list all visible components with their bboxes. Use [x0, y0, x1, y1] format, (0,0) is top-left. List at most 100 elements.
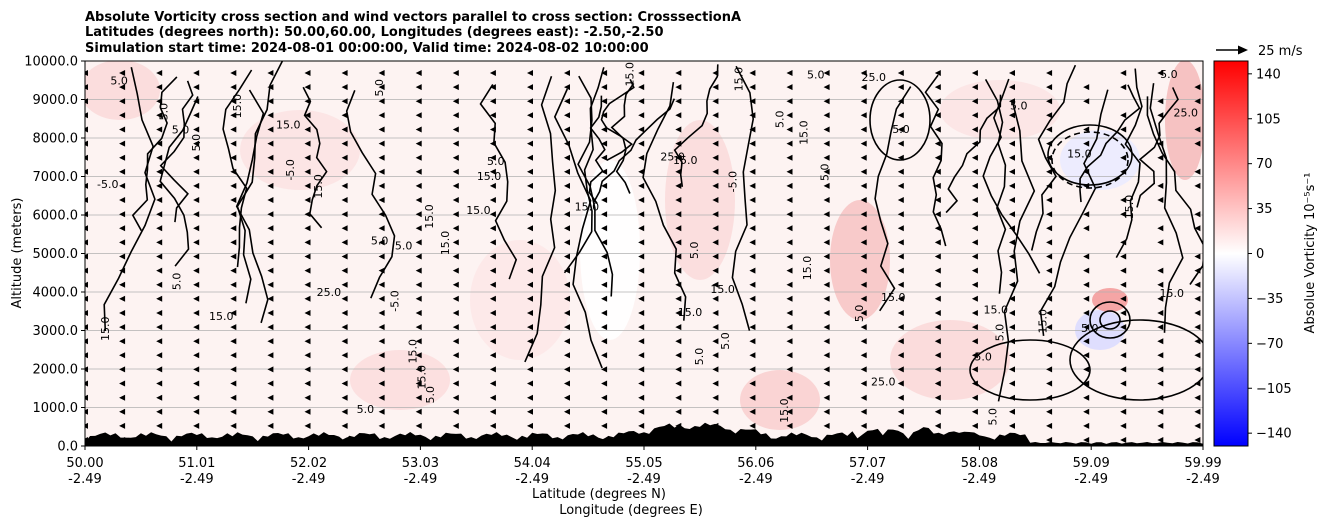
wind-vector-arrow-icon — [1157, 70, 1164, 76]
wind-vector-arrow-icon — [378, 225, 385, 232]
wind-vector-arrow-icon — [341, 408, 348, 415]
wind-vector-arrow-icon — [85, 352, 88, 359]
wind-vector-arrow-icon — [1009, 394, 1015, 401]
x-axis: 50.00-2.4951.01-2.4952.02-2.4953.03-2.49… — [66, 446, 1222, 487]
wind-vector-arrow-icon — [601, 380, 608, 387]
wind-vector-arrow-icon — [415, 267, 422, 274]
wind-vector-arrow-icon — [527, 366, 533, 373]
wind-vector-arrow-icon — [341, 211, 348, 218]
wind-vector-arrow-icon — [675, 366, 682, 373]
wind-vector-arrow-icon — [156, 310, 163, 316]
wind-vector-arrow-icon — [786, 408, 793, 415]
wind-vector-arrow-icon — [1009, 112, 1015, 119]
wind-vector-arrow-icon — [1083, 422, 1090, 429]
wind-vector-arrow-icon — [1194, 182, 1201, 189]
wind-vector-arrow-icon — [230, 394, 237, 401]
wind-vector-arrow-icon — [119, 352, 126, 359]
wind-vector-arrow-icon — [749, 211, 756, 218]
wind-vector-arrow-icon — [527, 394, 533, 401]
wind-vector-arrow-icon — [527, 295, 533, 302]
wind-vector-arrow-icon — [897, 140, 904, 147]
wind-vector-arrow-icon — [452, 126, 459, 133]
wind-vector-arrow-icon — [489, 422, 496, 429]
wind-vector-arrow-icon — [675, 154, 682, 161]
x-tick-label-lat: 52.02 — [290, 456, 327, 471]
wind-vector-arrow-icon — [341, 225, 348, 232]
wind-vector-arrow-icon — [860, 281, 867, 288]
wind-vector-arrow-icon — [564, 239, 570, 246]
wind-vector-arrow-icon — [452, 84, 459, 91]
wind-vector-arrow-icon — [489, 239, 496, 246]
wind-vector-arrow-icon — [860, 84, 867, 91]
wind-vector-arrow-icon — [823, 98, 830, 105]
terrain — [85, 422, 1203, 446]
wind-vector-arrow-icon — [971, 267, 978, 274]
wind-vector-arrow-icon — [378, 295, 385, 302]
wind-vector-arrow-icon — [193, 70, 200, 76]
wind-vector-arrow-icon — [156, 394, 163, 401]
wind-vector-arrow-icon — [971, 182, 978, 189]
quiver-key-arrowhead-icon — [1238, 45, 1248, 55]
wind-vector-arrow-icon — [638, 408, 645, 415]
wind-vector-arrow-icon — [934, 154, 941, 161]
wind-vector-arrow-icon — [527, 168, 533, 175]
wind-vector-arrow-icon — [341, 126, 348, 133]
wind-vector-arrow-icon — [378, 380, 385, 387]
wind-vector-arrow-icon — [415, 338, 422, 345]
vorticity-patch — [1092, 288, 1128, 312]
wind-vector-arrow-icon — [786, 281, 793, 288]
wind-vector-arrow-icon — [230, 380, 237, 387]
wind-vector-arrow-icon — [934, 197, 941, 203]
wind-vector-arrow-icon — [193, 239, 200, 246]
wind-vector-arrow-icon — [156, 225, 163, 232]
wind-vector-arrow-icon — [1083, 182, 1090, 189]
wind-vector-arrow-icon — [1194, 267, 1201, 274]
wind-vector-arrow-icon — [489, 338, 496, 345]
wind-vector-arrow-icon — [934, 168, 941, 175]
wind-vector-arrow-icon — [712, 310, 719, 316]
wind-vector-arrow-icon — [156, 70, 163, 76]
wind-vector-arrow-icon — [1083, 225, 1090, 232]
wind-vector-arrow-icon — [415, 295, 422, 302]
wind-vector-arrow-icon — [304, 380, 311, 387]
wind-vector-arrow-icon — [712, 324, 719, 331]
wind-vector-arrow-icon — [1009, 225, 1015, 232]
wind-vector-arrow-icon — [304, 324, 311, 331]
wind-vector-arrow-icon — [489, 126, 496, 133]
wind-vector-arrow-icon — [341, 422, 348, 429]
wind-vector-arrow-icon — [897, 352, 904, 359]
wind-vector-arrow-icon — [823, 225, 830, 232]
wind-vector-arrow-icon — [860, 70, 867, 76]
wind-vector-arrow-icon — [193, 197, 200, 203]
wind-vector-arrow-icon — [897, 408, 904, 415]
wind-vector-arrow-icon — [860, 126, 867, 133]
wind-vector-arrow-icon — [267, 281, 274, 288]
wind-vector-arrow-icon — [1194, 253, 1201, 260]
wind-vector-arrow-icon — [230, 281, 237, 288]
wind-vector-arrow-icon — [1157, 281, 1164, 288]
wind-vector-arrow-icon — [378, 197, 385, 203]
wind-vector-arrow-icon — [193, 380, 200, 387]
wind-vector-arrow-icon — [1157, 267, 1164, 274]
wind-vector-arrow-icon — [786, 295, 793, 302]
wind-vector-arrow-icon — [119, 239, 126, 246]
wind-vector-arrow-icon — [415, 310, 422, 316]
wind-vector-arrow-icon — [1046, 182, 1053, 189]
wind-vector-arrow-icon — [823, 154, 830, 161]
x-tick-label-lon: -2.49 — [404, 472, 438, 487]
wind-vector-arrow-icon — [860, 295, 867, 302]
wind-vector-arrow-icon — [230, 422, 237, 429]
x-axis-label: Latitude (degrees N) — [532, 487, 666, 502]
wind-vector-arrow-icon — [527, 225, 533, 232]
wind-vector-arrow-icon — [1120, 408, 1127, 415]
wind-vector-arrow-icon — [601, 408, 608, 415]
wind-vector-arrow-icon — [267, 197, 274, 203]
wind-vector-arrow-icon — [1009, 408, 1015, 415]
contour-line — [103, 67, 156, 332]
wind-vector-arrow-icon — [527, 112, 533, 119]
wind-vector-arrow-icon — [1009, 126, 1015, 133]
wind-vector-arrow-icon — [230, 70, 237, 76]
wind-vectors — [85, 70, 1201, 443]
wind-vector-arrow-icon — [564, 366, 570, 373]
contour-line — [874, 86, 912, 312]
